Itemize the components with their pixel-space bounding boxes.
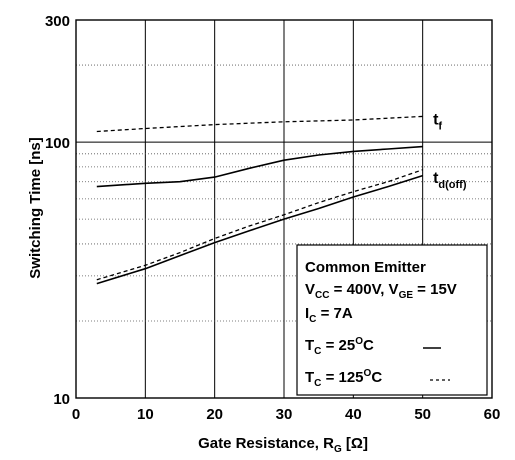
legend-line-vcc-vge: VCC = 400V, VGE = 15V <box>305 281 457 301</box>
series-lines <box>96 115 423 285</box>
y-axis-label: Switching Time [ns] <box>27 137 44 278</box>
series-line-2 <box>96 115 423 133</box>
x-tick-label: 30 <box>276 406 293 423</box>
x-tick-label: 0 <box>72 406 80 423</box>
legend-line-tc-125: TC = 125OC <box>305 368 382 389</box>
x-tick-label: 20 <box>206 406 223 423</box>
x-axis-label: Gate Resistance, RG [Ω] <box>198 435 368 455</box>
series-line-1 <box>96 174 423 285</box>
series-line-3 <box>96 169 423 281</box>
series-label-tdoff: td(off) <box>433 170 467 191</box>
grid <box>76 20 492 398</box>
x-tick-label: 10 <box>137 406 154 423</box>
legend: Common Emitter VCC = 400V, VGE = 15V IC … <box>296 244 488 396</box>
legend-line-common-emitter: Common Emitter <box>305 259 426 276</box>
x-tick-label: 50 <box>414 406 431 423</box>
series-label-tf: tf <box>433 111 442 132</box>
legend-box <box>296 244 488 396</box>
series-line-0 <box>96 145 423 188</box>
x-tick-label: 40 <box>345 406 362 423</box>
y-tick-label: 300 <box>45 13 70 30</box>
legend-line-ic: IC = 7A <box>305 305 353 325</box>
y-tick-label: 10 <box>53 391 70 408</box>
x-tick-label: 60 <box>484 406 501 423</box>
legend-line-tc-25: TC = 25OC <box>305 336 374 357</box>
y-tick-label: 100 <box>45 135 70 152</box>
plot-frame <box>75 19 493 399</box>
